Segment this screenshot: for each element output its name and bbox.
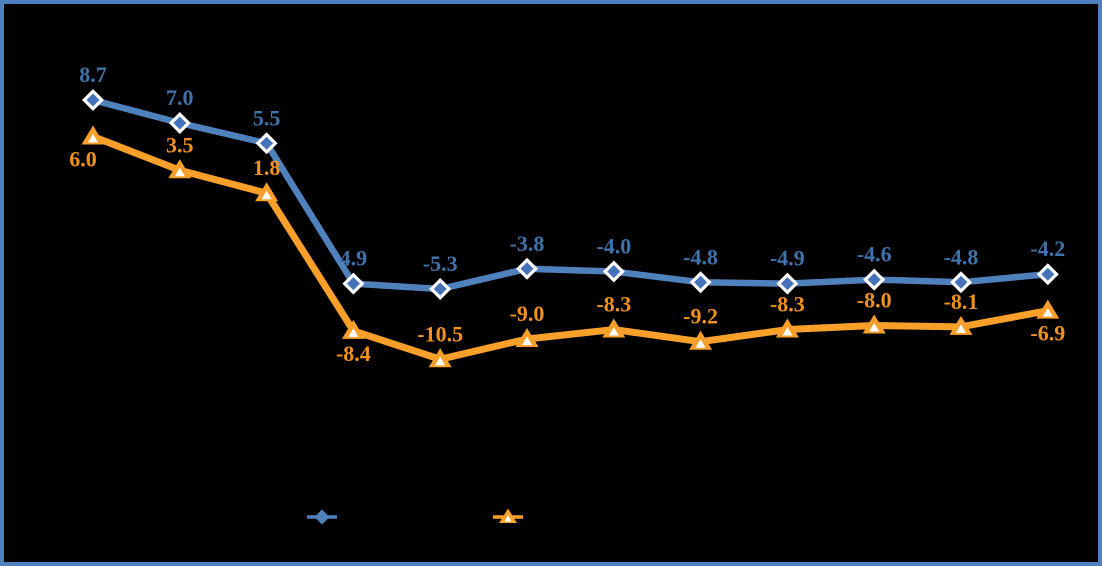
- diamond-marker: [520, 262, 534, 276]
- legend-series-blue-marker: [314, 509, 330, 525]
- data-label: -4.9: [770, 246, 805, 271]
- triangle-marker-inner: [1042, 308, 1053, 317]
- triangle-marker-inner: [435, 356, 446, 366]
- data-label: 4.9: [340, 246, 368, 271]
- triangle-marker-inner: [695, 339, 706, 348]
- triangle-marker-inner: [261, 190, 272, 200]
- diamond-marker: [867, 273, 881, 287]
- data-label: -8.3: [770, 292, 805, 317]
- series-blue-diamond-line: [89, 96, 1052, 293]
- data-label: -4.0: [596, 234, 631, 259]
- triangle-marker-inner: [956, 324, 966, 333]
- triangle-marker-inner: [608, 327, 619, 336]
- data-label: -8.0: [857, 288, 892, 313]
- data-label: -4.8: [944, 244, 979, 269]
- diamond-marker: [954, 275, 968, 289]
- data-label: 3.5: [166, 132, 194, 157]
- diamond-marker: [260, 136, 274, 150]
- diamond-marker: [433, 282, 447, 296]
- diamond-marker: [86, 93, 100, 107]
- triangle-marker-inner: [88, 134, 98, 143]
- data-label: 5.5: [253, 105, 281, 130]
- triangle-marker-inner: [348, 328, 359, 337]
- series-orange-triangle-line: [89, 133, 1052, 363]
- data-label: 6.0: [69, 147, 97, 172]
- data-label: -8.3: [596, 292, 631, 317]
- data-label: -9.0: [510, 301, 545, 326]
- diamond-marker: [694, 275, 708, 289]
- triangle-marker-inner: [522, 336, 532, 345]
- diamond-marker: [780, 277, 794, 291]
- data-label: -4.8: [683, 244, 718, 269]
- data-label: -8.1: [944, 289, 979, 314]
- legend-series-orange-marker-inner: [504, 515, 512, 522]
- diamond-marker: [173, 116, 187, 130]
- diamond-marker: [346, 277, 360, 291]
- data-label: 7.0: [166, 85, 194, 110]
- data-label: -4.6: [857, 242, 892, 267]
- triangle-marker-inner: [174, 167, 185, 177]
- data-label: 8.7: [79, 62, 107, 87]
- diamond-marker: [607, 265, 621, 278]
- data-label: -6.9: [1030, 321, 1065, 346]
- data-label: -4.2: [1030, 236, 1065, 261]
- triangle-marker-inner: [869, 323, 880, 332]
- data-label: -8.4: [336, 341, 371, 366]
- data-label: -10.5: [417, 321, 463, 346]
- data-label: -5.3: [423, 251, 458, 276]
- triangle-marker-inner: [782, 327, 793, 336]
- data-label: -3.8: [510, 231, 545, 256]
- diamond-marker: [1041, 267, 1055, 281]
- data-label: -9.2: [683, 304, 718, 329]
- data-label: 1.8: [253, 155, 281, 180]
